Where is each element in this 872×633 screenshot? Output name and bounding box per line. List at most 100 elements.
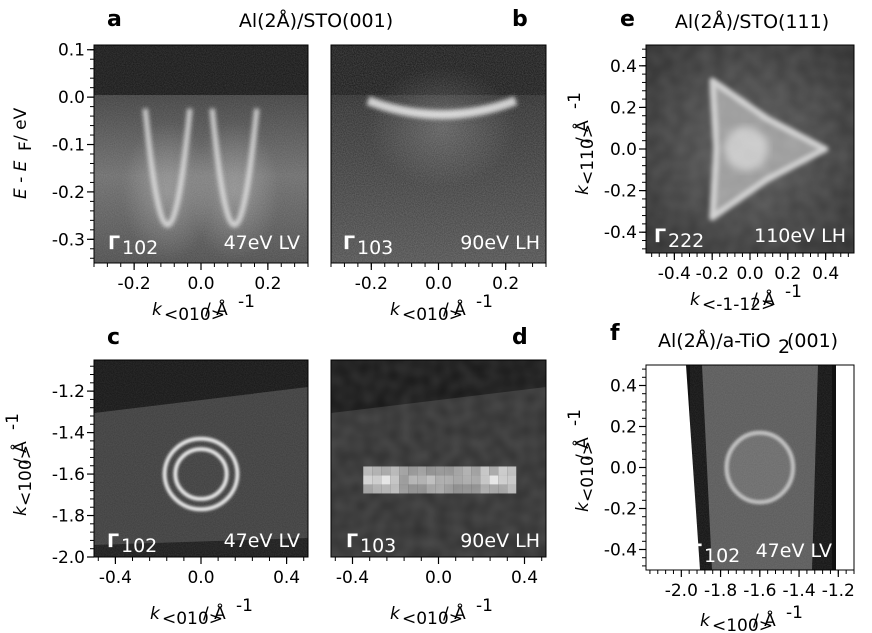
svg-text:<010>: <010> [164, 305, 225, 325]
panel-d-condition: 90eV LH [460, 530, 540, 552]
x-tick-label: -1.8 [704, 581, 737, 601]
y-tick-label: -1.8 [52, 507, 85, 527]
panel-f-letter: f [610, 321, 620, 346]
svg-text:-1: -1 [786, 603, 803, 623]
panel-d: -0.4 0.0 0.4 d Γ 103 90eV LH k <010> / Å -… [330, 325, 547, 629]
svg-text:k: k [152, 300, 163, 320]
gamma-symbol: Γ [343, 232, 355, 254]
panel-a: -0.2 0.0 0.2 0.1 0.0 -0.1 -0.2 -0.3 a Al(2Å)/ST… [11, 7, 393, 325]
svg-text:<010>: <010> [162, 609, 223, 629]
x-tick-label: -0.4 [658, 264, 691, 284]
svg-text:-1: -1 [565, 409, 585, 426]
svg-text:<010>: <010> [578, 441, 598, 502]
svg-text:-1: -1 [565, 92, 585, 109]
panel-f: -2.0 -1.8 -1.6 -1.4 -1.20.40.20.0-0.2-0.4 f … [565, 321, 855, 633]
svg-text:/ Å: / Å [571, 437, 593, 460]
panel-b-gamma-label: Γ 103 [343, 232, 393, 259]
panel-d-letter: d [512, 325, 528, 350]
y-tick-label: 0.2 [610, 98, 637, 118]
y-tick-label: 0.2 [610, 418, 637, 438]
x-tick-label: -0.2 [118, 274, 151, 294]
gamma-subscript: 103 [357, 237, 393, 259]
y-tick-label: 0.0 [610, 459, 637, 479]
x-tick-label: 0.4 [812, 264, 839, 284]
svg-text:-1: -1 [3, 413, 23, 430]
svg-text:k: k [690, 290, 701, 310]
panel-e-image [646, 45, 854, 253]
panel-e-ylabel: k <110> / Å -1 [565, 92, 598, 195]
gamma-subscript: 102 [121, 535, 157, 557]
x-tick-label: 0.0 [425, 274, 452, 294]
y-tick-label: 0.1 [58, 41, 85, 61]
svg-text:<-1-12>: <-1-12> [702, 295, 775, 315]
y-tick-label: -0.2 [604, 182, 637, 202]
svg-text:k: k [573, 184, 593, 195]
panel-f-title: Al(2Å)/a-TiO 2 (001) [658, 329, 838, 358]
y-tick-label: -0.3 [52, 230, 85, 250]
panel-c-ylabel: k <100> / Å -1 [3, 413, 36, 516]
panel-c-image [94, 360, 308, 557]
y-tick-label: 0.4 [610, 377, 637, 397]
gamma-subscript: 102 [122, 237, 158, 259]
svg-text:/ Å: / Å [203, 602, 226, 624]
x-tick-label: 0.0 [425, 568, 452, 588]
x-tick-label: -1.2 [822, 581, 855, 601]
x-tick-label: -1.4 [782, 581, 815, 601]
x-tick-label: -0.2 [696, 264, 729, 284]
svg-text:-1: -1 [236, 596, 253, 616]
svg-text:<100>: <100> [16, 445, 36, 506]
panel-c-condition: 47eV LV [224, 530, 300, 552]
y-tick-label: -0.2 [604, 500, 637, 520]
panel-f-image [646, 365, 854, 570]
svg-text:<110>: <110> [578, 124, 598, 185]
y-tick-label: -0.4 [604, 541, 637, 561]
svg-text:/ Å: / Å [9, 441, 31, 464]
svg-text:k: k [11, 505, 31, 516]
panel-e-gamma-label: Γ 222 [654, 225, 704, 252]
svg-text:2: 2 [778, 336, 790, 358]
svg-text:<010>: <010> [402, 609, 463, 629]
svg-text:k: k [700, 611, 711, 631]
x-tick-label: 0.4 [273, 568, 300, 588]
panel-e-title: Al(2Å)/STO(111) [675, 10, 829, 33]
svg-text:<100>: <100> [712, 616, 773, 633]
svg-text:-1: -1 [476, 596, 493, 616]
svg-text:/ Å: / Å [205, 298, 228, 320]
panel-d-xlabel: k <010> / Å -1 [390, 596, 493, 629]
svg-text:k: k [573, 501, 593, 512]
panel-b-condition: 90eV LH [460, 232, 540, 254]
x-tick-label: -1.6 [743, 581, 776, 601]
gamma-symbol: Γ [654, 225, 666, 247]
panel-b-letter: b [512, 7, 528, 32]
panel-b-xlabel: k <010> / Å -1 [390, 292, 493, 325]
gamma-symbol: Γ [108, 232, 120, 254]
panel-a-xlabel: k <010> / Å -1 [152, 292, 255, 325]
svg-text:(001): (001) [787, 330, 838, 352]
x-tick-label: 0.2 [254, 274, 281, 294]
panel-c-letter: c [107, 325, 120, 350]
panel-e: -0.4 -0.2 0.0 0.2 0.40.40.20.0-0.2-0.4 e Al(… [565, 7, 855, 315]
x-tick-label: 0.2 [774, 264, 801, 284]
panel-b-image [331, 45, 546, 263]
svg-text:<010>: <010> [402, 305, 463, 325]
y-tick-label: -1.2 [52, 382, 85, 402]
y-tick-label: 0.4 [610, 57, 637, 77]
x-tick-label: -0.2 [355, 274, 388, 294]
y-tick-label: -0.2 [52, 183, 85, 203]
y-tick-label: -1.6 [52, 465, 85, 485]
panel-e-letter: e [620, 7, 635, 32]
panel-f-xlabel: k <100> / Å -1 [700, 603, 803, 633]
x-tick-label: 0.2 [492, 274, 519, 294]
x-tick-label: 0.4 [511, 568, 538, 588]
panel-d-gamma-label: Γ 103 [346, 530, 396, 557]
svg-text:/ Å: / Å [443, 298, 466, 320]
panel-a-letter: a [107, 7, 122, 32]
panel-f-condition: 47eV LV [756, 540, 832, 562]
svg-text:/ Å: / Å [752, 288, 775, 310]
gamma-subscript: 103 [360, 535, 396, 557]
svg-text:k: k [150, 604, 161, 624]
panel-c: -0.4 0.0 0.4 -1.2 -1.4 -1.6 -1.8 -2.0 c Γ 102 4… [3, 325, 309, 629]
panel-c-xlabel: k <010> / Å -1 [150, 596, 253, 629]
panel-a-title: Al(2Å)/STO(001) [239, 9, 393, 32]
